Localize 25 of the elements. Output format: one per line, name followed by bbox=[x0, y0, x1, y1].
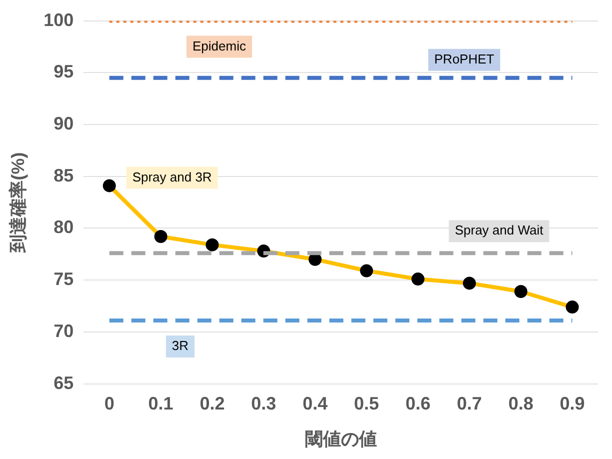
y-tick-label: 75 bbox=[54, 269, 74, 290]
series-label: Spray and Wait bbox=[454, 222, 544, 238]
series-label: 3R bbox=[172, 338, 189, 354]
series-label: Spray and 3R bbox=[132, 169, 212, 184]
series-label: Epidemic bbox=[192, 38, 246, 54]
x-tick-label: 0.3 bbox=[251, 394, 276, 414]
y-tick-label: 90 bbox=[54, 113, 74, 134]
x-tick-label: 0.7 bbox=[456, 394, 482, 414]
y-tick-label: 70 bbox=[54, 320, 74, 341]
x-tick-label: 0.1 bbox=[148, 394, 174, 414]
y-tick-label: 95 bbox=[54, 62, 74, 82]
x-tick-label: 0.9 bbox=[560, 394, 585, 414]
y-tick-label: 65 bbox=[54, 372, 74, 393]
y-tick-label: 80 bbox=[54, 217, 74, 238]
series-label: PRoPHET bbox=[434, 51, 494, 66]
y-axis-title: 到達確率(%) bbox=[8, 152, 28, 254]
y-tick-label: 100 bbox=[44, 10, 74, 30]
x-tick-label: 0.8 bbox=[508, 394, 534, 414]
x-axis-title: 閾値の値 bbox=[304, 429, 377, 450]
x-tick-label: 0.4 bbox=[302, 394, 328, 414]
x-tick-label: 0.5 bbox=[354, 394, 380, 414]
x-tick-label: 0.2 bbox=[200, 394, 225, 414]
y-tick-label: 85 bbox=[54, 165, 74, 186]
x-tick-label: 0 bbox=[104, 394, 114, 414]
x-tick-label: 0.6 bbox=[405, 394, 430, 414]
